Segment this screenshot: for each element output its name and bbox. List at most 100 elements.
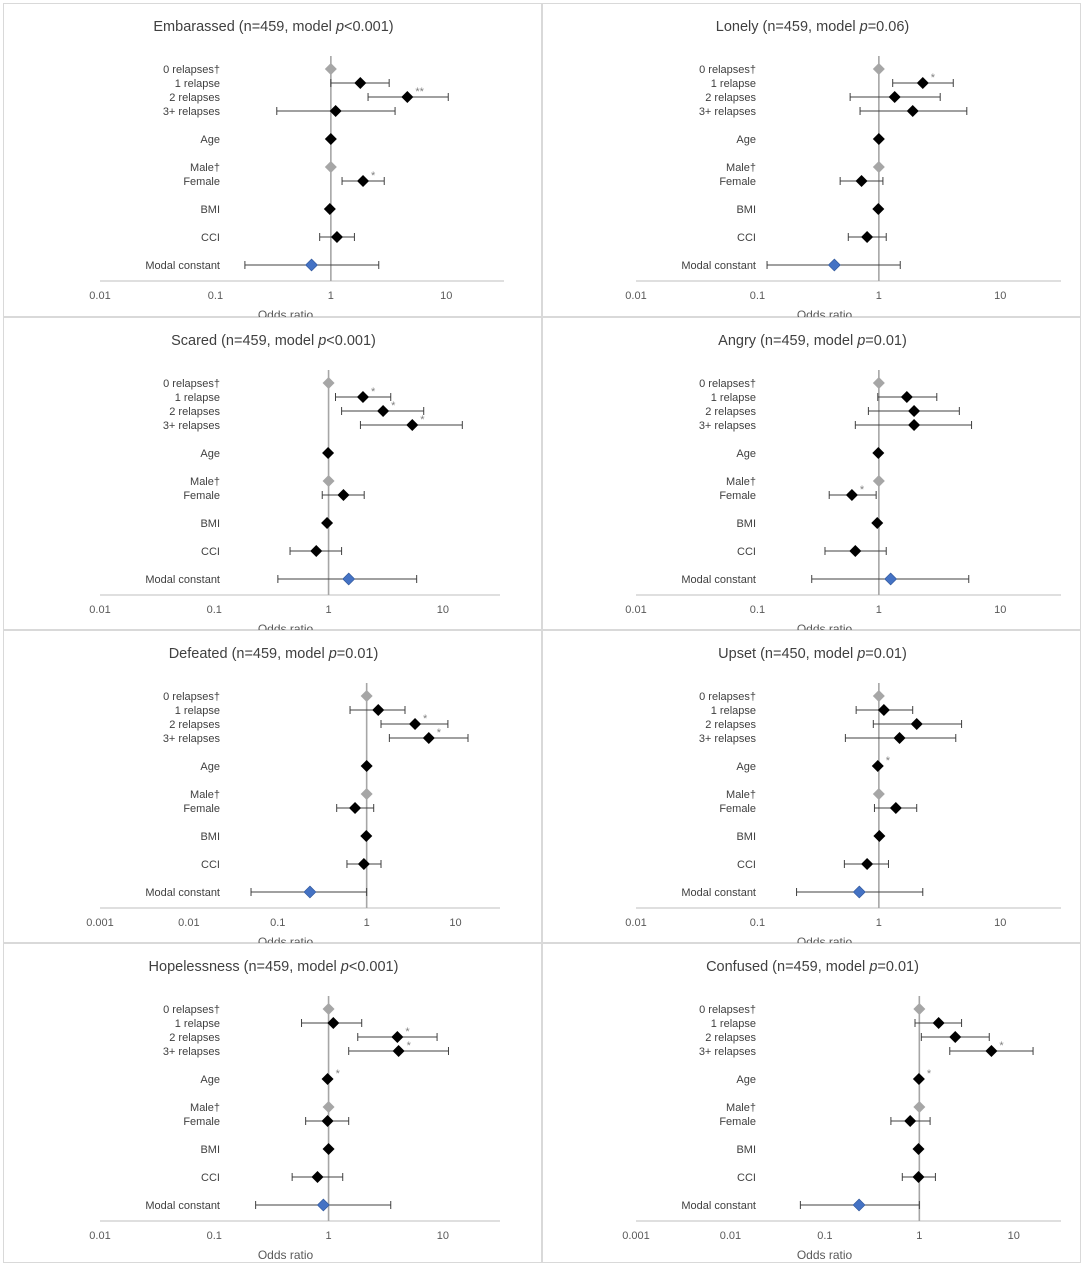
- estimate-2-relapses: **: [367, 86, 449, 103]
- row-label-age: Age: [736, 448, 756, 460]
- chart-title: Defeated (n=459, model p=0.01): [169, 646, 379, 662]
- estimate-male: [360, 788, 373, 800]
- estimate-male: [322, 1101, 335, 1113]
- odds-ratio-marker: [916, 77, 929, 89]
- odds-ratio-marker: [324, 133, 337, 145]
- row-label-male: Male†: [726, 162, 756, 174]
- estimate-modal-constant: [277, 572, 418, 586]
- odds-ratio-marker: [377, 405, 390, 417]
- odds-ratio-marker: [391, 1031, 404, 1043]
- estimate-age: *: [871, 755, 891, 772]
- estimate-cci: [289, 545, 343, 557]
- row-label-3plus-relapses: 3+ relapses: [163, 420, 221, 432]
- chart-title: Hopelessness (n=459, model p<0.001): [149, 959, 399, 975]
- odds-ratio-marker: [985, 1045, 998, 1057]
- row-label-modal-constant: Modal constant: [681, 1200, 756, 1212]
- row-label-bmi: BMI: [200, 831, 220, 843]
- estimate-0-relapses: [872, 63, 885, 75]
- significance-marker: *: [391, 400, 396, 412]
- x-tick-label: 0.1: [208, 290, 223, 302]
- odds-ratio-marker: [872, 475, 885, 487]
- odds-ratio-marker: [322, 1101, 335, 1113]
- x-tick-label: 1: [328, 290, 334, 302]
- row-label-cci: CCI: [201, 1172, 220, 1184]
- odds-ratio-marker: [827, 258, 841, 272]
- row-label-3plus-relapses: 3+ relapses: [163, 106, 221, 118]
- x-tick-label: 10: [437, 604, 449, 616]
- estimate-1-relapse: [349, 704, 406, 716]
- forest-plot-svg: Defeated (n=459, model p=0.01) 0.001 0.01 0…: [86, 646, 500, 944]
- odds-ratio-marker: [356, 391, 369, 403]
- chart-title: Scared (n=459, model p<0.001): [171, 333, 376, 349]
- forest-plot-svg: Scared (n=459, model p<0.001) 0.01 0.1 1 10 O…: [89, 333, 500, 631]
- estimate-bmi: [912, 1143, 925, 1155]
- x-tick-label: 0.1: [207, 604, 222, 616]
- row-label-female: Female: [719, 490, 756, 502]
- odds-ratio-marker: [861, 231, 874, 243]
- row-label-female: Female: [719, 176, 756, 188]
- x-tick-label: 1: [876, 604, 882, 616]
- estimate-modal-constant: [811, 572, 970, 586]
- x-axis-label: Odds ratio: [797, 1248, 853, 1262]
- estimate-female: [305, 1115, 350, 1127]
- odds-ratio-marker: [906, 105, 919, 117]
- row-label-0-relapses: 0 relapses†: [699, 1004, 756, 1016]
- forest-plot-svg: Angry (n=459, model p=0.01) 0.01 0.1 1 10 Odd…: [625, 333, 1061, 631]
- odds-ratio-marker: [316, 1198, 330, 1212]
- chart-title: Embarassed (n=459, model p<0.001): [153, 19, 393, 35]
- row-label-bmi: BMI: [736, 204, 756, 216]
- estimate-2-relapses: [920, 1031, 990, 1043]
- estimate-1-relapse: [914, 1017, 963, 1029]
- odds-ratio-marker: [330, 231, 343, 243]
- estimate-age: [322, 447, 335, 459]
- odds-ratio-marker: [852, 885, 866, 899]
- row-label-modal-constant: Modal constant: [145, 260, 220, 272]
- x-tick-label: 0.01: [89, 604, 110, 616]
- x-tick-label: 0.01: [625, 290, 646, 302]
- row-label-1-relapse: 1 relapse: [175, 1018, 220, 1030]
- estimate-2-relapses: [849, 91, 941, 103]
- estimate-bmi: [360, 830, 373, 842]
- estimate-cci: [847, 231, 887, 243]
- estimate-female: *: [828, 484, 877, 501]
- odds-ratio-marker: [321, 1115, 334, 1127]
- row-label-2-relapses: 2 relapses: [705, 1032, 756, 1044]
- odds-ratio-marker: [913, 1101, 926, 1113]
- odds-ratio-marker: [321, 517, 334, 529]
- odds-ratio-marker: [342, 572, 356, 586]
- x-tick-label: 0.1: [270, 917, 285, 929]
- odds-ratio-marker: [912, 1143, 925, 1155]
- odds-ratio-marker: [324, 63, 337, 75]
- estimate-male: [322, 475, 335, 487]
- odds-ratio-marker: [855, 175, 868, 187]
- row-label-1-relapse: 1 relapse: [711, 78, 756, 90]
- estimate-male: [872, 788, 885, 800]
- odds-ratio-marker: [372, 704, 385, 716]
- x-tick-label: 1: [364, 917, 370, 929]
- row-label-0-relapses: 0 relapses†: [699, 378, 756, 390]
- estimate-0-relapses: [360, 690, 373, 702]
- forest-plot-panel: Scared (n=459, model p<0.001) 0.01 0.1 1 10 O…: [3, 317, 542, 631]
- significance-marker: *: [886, 755, 891, 767]
- significance-marker: *: [420, 414, 425, 426]
- odds-ratio-marker: [872, 788, 885, 800]
- odds-ratio-marker: [852, 1198, 866, 1212]
- estimate-bmi: [322, 1143, 335, 1155]
- x-tick-label: 1: [876, 917, 882, 929]
- significance-marker: *: [405, 1026, 410, 1038]
- row-label-cci: CCI: [201, 546, 220, 558]
- x-tick-label: 0.01: [720, 1230, 741, 1242]
- estimate-age: [324, 133, 337, 145]
- odds-ratio-marker: [310, 545, 323, 557]
- estimate-female: *: [341, 170, 385, 187]
- row-label-modal-constant: Modal constant: [681, 887, 756, 899]
- odds-ratio-marker: [893, 732, 906, 744]
- estimate-0-relapses: [322, 377, 335, 389]
- estimate-3plus-relapses: *: [388, 727, 469, 744]
- x-tick-label: 1: [876, 290, 882, 302]
- row-label-3plus-relapses: 3+ relapses: [699, 106, 757, 118]
- x-axis-label: Odds ratio: [258, 308, 314, 318]
- forest-plot-panel: Confused (n=459, model p=0.01) 0.001 0.01 0…: [542, 943, 1081, 1263]
- row-label-1-relapse: 1 relapse: [175, 78, 220, 90]
